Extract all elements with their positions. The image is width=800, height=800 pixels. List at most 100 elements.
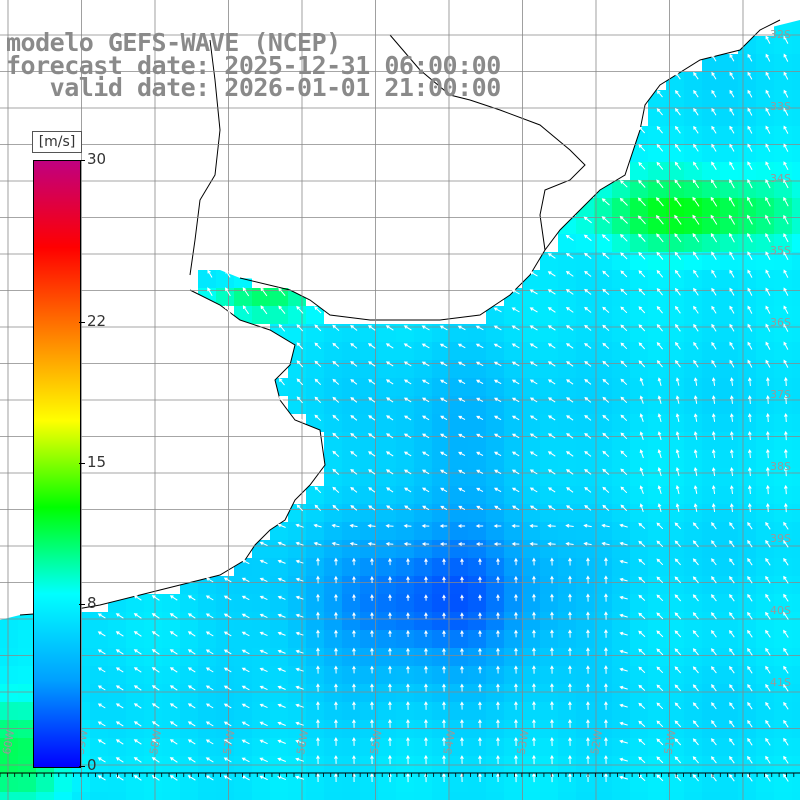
- wind-arrow: [729, 395, 734, 404]
- wind-arrow: [711, 684, 717, 692]
- speed-cell: [432, 684, 450, 702]
- wind-arrow: [151, 703, 160, 709]
- speed-cell: [684, 702, 702, 720]
- wind-arrow: [656, 522, 664, 530]
- speed-cell: [774, 252, 792, 270]
- wind-arrow: [460, 665, 464, 674]
- wind-arrow: [296, 396, 303, 404]
- speed-cell: [792, 288, 800, 306]
- wind-arrow: [747, 575, 753, 584]
- speed-cell: [468, 792, 486, 800]
- wind-arrow: [765, 484, 770, 495]
- wind-arrow: [532, 665, 536, 674]
- wind-arrow: [638, 540, 646, 547]
- wind-arrow: [223, 775, 232, 781]
- wind-arrow: [656, 179, 664, 189]
- speed-cell: [450, 792, 468, 800]
- speed-cell: [756, 522, 774, 540]
- wind-arrow: [115, 631, 124, 637]
- speed-cell: [738, 684, 756, 702]
- wind-arrow: [604, 683, 608, 692]
- speed-cell: [792, 234, 800, 252]
- wind-arrow: [422, 469, 430, 475]
- wind-arrow: [205, 703, 214, 709]
- speed-cell: [216, 792, 234, 800]
- speed-cell: [360, 738, 378, 756]
- speed-cell: [18, 612, 36, 630]
- speed-cell: [306, 396, 324, 414]
- wind-arrow: [656, 630, 664, 638]
- speed-cell: [774, 468, 792, 486]
- wind-arrow: [368, 487, 376, 493]
- wind-arrow: [675, 503, 680, 513]
- wind-arrow: [565, 252, 574, 259]
- wind-arrow: [711, 305, 717, 314]
- speed-cell: [666, 360, 684, 378]
- speed-cell: [666, 90, 684, 108]
- wind-arrow: [604, 772, 608, 783]
- speed-cell: [774, 774, 792, 792]
- wind-arrow: [729, 107, 735, 116]
- wind-arrow: [316, 665, 320, 674]
- speed-cell: [648, 414, 666, 432]
- wind-arrow: [493, 433, 502, 439]
- speed-cell: [576, 576, 594, 594]
- wind-arrow: [729, 611, 735, 620]
- speed-cell: [720, 792, 738, 800]
- wind-arrow: [352, 755, 356, 764]
- wind-arrow: [638, 270, 646, 278]
- wind-arrow: [656, 269, 664, 278]
- speed-cell: [522, 738, 540, 756]
- speed-cell: [504, 522, 522, 540]
- wind-arrow: [729, 737, 735, 746]
- wind-arrow: [187, 739, 196, 745]
- wind-arrow: [532, 593, 536, 602]
- wind-arrow: [386, 487, 394, 493]
- speed-cell: [396, 666, 414, 684]
- speed-cell: [324, 666, 342, 684]
- wind-arrow: [457, 325, 466, 331]
- wind-arrow: [458, 415, 466, 421]
- wind-arrow: [403, 379, 412, 385]
- wind-arrow: [711, 540, 717, 548]
- speed-cell: [504, 774, 522, 792]
- wind-arrow: [619, 559, 628, 564]
- wind-arrow: [388, 576, 392, 583]
- speed-cell: [540, 792, 558, 800]
- wind-arrow: [458, 451, 466, 457]
- speed-cell: [630, 558, 648, 576]
- speed-cell: [0, 666, 18, 684]
- wind-arrow: [511, 307, 520, 313]
- speed-cell: [720, 396, 738, 414]
- speed-cell: [594, 216, 612, 234]
- wind-arrow: [460, 755, 464, 764]
- wind-arrow: [693, 305, 699, 314]
- wind-arrow: [133, 631, 142, 637]
- wind-arrow: [278, 287, 286, 297]
- speed-cell: [576, 558, 594, 576]
- speed-cell: [792, 162, 800, 180]
- speed-cell: [288, 306, 306, 324]
- wind-arrow: [584, 504, 592, 511]
- wind-arrow: [602, 342, 610, 349]
- speed-cell: [756, 180, 774, 198]
- wind-arrow: [496, 754, 500, 765]
- speed-cell: [324, 594, 342, 612]
- wind-arrow: [692, 179, 700, 189]
- wind-arrow: [493, 361, 502, 367]
- speed-cell: [684, 594, 702, 612]
- speed-cell: [504, 630, 522, 648]
- wind-arrow: [529, 343, 538, 349]
- wind-arrow: [583, 234, 592, 242]
- wind-arrow: [406, 701, 410, 710]
- speed-cell: [72, 792, 90, 800]
- wind-arrow: [783, 737, 789, 746]
- speed-cell: [378, 612, 396, 630]
- wind-arrow: [765, 575, 771, 584]
- wind-arrow: [674, 756, 682, 764]
- wind-arrow: [568, 611, 572, 620]
- wind-arrow: [729, 161, 735, 170]
- wind-arrow: [316, 772, 320, 783]
- wind-arrow: [765, 665, 771, 674]
- wind-arrow: [619, 685, 628, 690]
